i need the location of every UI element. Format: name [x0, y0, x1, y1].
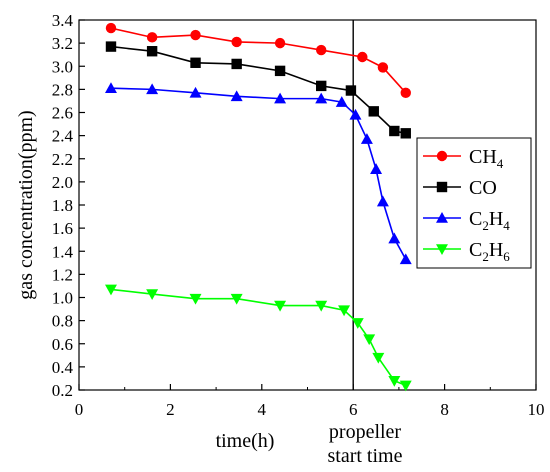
data-point	[315, 300, 328, 312]
data-point	[360, 133, 373, 144]
y-tick-label: 0.8	[52, 312, 73, 331]
legend-marker	[436, 150, 448, 162]
data-point	[105, 41, 117, 52]
data-point	[357, 51, 368, 63]
series-line-c2h6	[110, 288, 407, 387]
data-point	[368, 106, 379, 117]
series-c2h6	[105, 284, 412, 392]
legend-label: CH4	[469, 146, 504, 171]
legend-item-c2h4: C2H4	[423, 208, 510, 233]
data-point	[230, 293, 243, 305]
y-tick-label: 0.4	[52, 358, 74, 377]
annotation-propeller: propeller	[329, 421, 402, 443]
data-point	[105, 82, 117, 94]
y-tick-label: 3.4	[52, 11, 74, 30]
y-tick-label: 2.6	[52, 104, 73, 123]
annotation-start-time: start time	[328, 445, 403, 467]
data-point	[230, 90, 243, 102]
data-point	[190, 57, 201, 68]
data-point	[190, 29, 201, 41]
x-tick-label: 8	[440, 400, 449, 419]
legend-marker	[436, 212, 448, 223]
data-point	[189, 86, 202, 98]
legend-label: C2H6	[469, 239, 510, 264]
x-axis-label: time(h)	[216, 430, 275, 452]
data-point	[105, 284, 117, 296]
series-c2h4	[105, 82, 412, 265]
legend-item-co: CO	[423, 177, 497, 199]
data-point	[388, 375, 401, 387]
y-axis-label: gas concentration(ppm)	[15, 110, 37, 299]
data-point	[105, 22, 117, 34]
legend-label: CO	[469, 177, 497, 199]
legend-box	[416, 137, 532, 269]
data-point	[399, 380, 412, 392]
legend-item-c2h6: C2H6	[423, 239, 510, 264]
y-tick-label: 2.4	[52, 127, 74, 146]
legend-item-ch4: CH4	[423, 146, 504, 171]
data-point	[377, 62, 389, 73]
axes: 0 2 4 6 8 10 0.2 0.4 0.6 0.8 1.0 1.2 1.4 1.6 1.8 2.0 2.2…	[52, 11, 545, 419]
data-point	[189, 293, 202, 305]
legend: CH4 CO C2H4 C2H6	[416, 137, 532, 269]
x-tick-label: 6	[349, 400, 358, 419]
data-point	[146, 289, 159, 301]
y-tick-label: 3.0	[52, 57, 73, 76]
x-tick-label: 10	[528, 400, 545, 419]
y-tick-label: 1.6	[52, 219, 73, 238]
data-point	[274, 37, 286, 49]
y-tick-label: 1.0	[52, 289, 73, 308]
data-point	[363, 334, 376, 346]
data-point	[315, 92, 328, 104]
series-ch4	[105, 22, 411, 99]
data-point	[345, 85, 357, 96]
data-point	[388, 232, 401, 244]
data-point	[231, 58, 242, 70]
y-tick-label: 0.6	[52, 335, 73, 354]
data-point	[146, 83, 159, 95]
data-point	[146, 46, 158, 57]
data-point	[316, 80, 327, 92]
data-point	[370, 163, 383, 174]
y-tick-label: 1.4	[52, 242, 74, 261]
legend-label: C2H4	[469, 208, 510, 233]
y-tick-label: 2.0	[52, 173, 73, 192]
data-point	[231, 36, 242, 48]
x-tick-label: 0	[75, 400, 84, 419]
y-tick-label: 2.8	[52, 80, 73, 99]
data-point	[372, 352, 385, 364]
y-tick-label: 1.2	[52, 265, 73, 284]
y-tick-label: 0.2	[52, 381, 73, 400]
data-point	[335, 96, 348, 107]
data-point	[349, 108, 362, 120]
data-point	[146, 32, 158, 43]
x-tick-label: 4	[258, 400, 267, 419]
data-point	[274, 65, 286, 77]
data-point	[316, 44, 327, 56]
data-point	[376, 195, 389, 207]
x-tick-label: 2	[166, 400, 175, 419]
series-line-co	[110, 45, 406, 135]
data-point	[351, 318, 364, 329]
series-co	[105, 41, 411, 139]
data-point	[274, 92, 287, 104]
legend-marker	[436, 244, 448, 255]
data-point	[400, 128, 411, 139]
data-point	[274, 300, 287, 312]
legend-marker	[436, 181, 448, 193]
data-point	[400, 87, 411, 99]
series-line-c2h4	[110, 87, 407, 260]
y-tick-label: 2.2	[52, 150, 73, 169]
data-point	[338, 305, 351, 317]
y-tick-label: 3.2	[52, 34, 73, 53]
data-point	[399, 253, 412, 265]
data-point	[389, 125, 400, 137]
y-tick-label: 1.8	[52, 196, 73, 215]
series-layer	[105, 22, 412, 392]
